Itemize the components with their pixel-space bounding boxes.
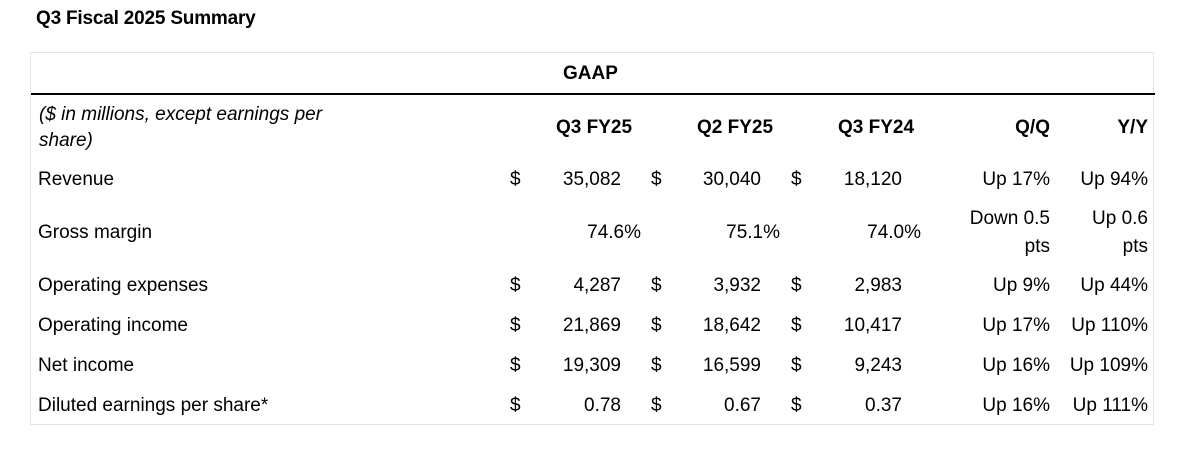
column-header-q3fy24: Q3 FY24 [838,117,915,138]
value-q3fy24: 0.37 [865,395,902,416]
value-q3fy25: 35,082 [562,169,621,190]
currency-symbol: $ [791,355,802,376]
value-q3fy24: 18,120 [843,169,902,190]
row-label: Operating expenses [38,275,209,296]
value-q3fy24: 10,417 [843,315,902,336]
change-yy: Up 94% [1080,169,1148,190]
currency-symbol: $ [651,315,662,336]
value-q2fy25: 3,932 [713,275,761,296]
change-qq-line1: Down 0.5 [969,208,1050,229]
row-label: Gross margin [38,222,153,243]
value-q3fy25: 74.6% [587,222,641,243]
currency-symbol: $ [510,315,521,336]
currency-symbol: $ [791,395,802,416]
value-q3fy24: 9,243 [854,355,902,376]
currency-symbol: $ [791,275,802,296]
change-yy-line1: Up 0.6 [1092,208,1148,229]
column-header-q3fy25: Q3 FY25 [556,117,633,138]
row-label: Revenue [38,169,115,190]
currency-symbol: $ [791,315,802,336]
value-q2fy25: 16,599 [702,355,761,376]
change-qq-line2: pts [1024,236,1050,257]
currency-symbol: $ [510,275,521,296]
value-q3fy25: 21,869 [562,315,621,336]
change-qq: Up 17% [982,169,1050,190]
change-yy-line2: pts [1122,236,1148,257]
change-yy: Up 111% [1072,395,1148,416]
column-header-q2fy25: Q2 FY25 [697,117,774,138]
row-label: Diluted earnings per share* [38,395,269,416]
page-title: Q3 Fiscal 2025 Summary [36,8,256,29]
currency-symbol: $ [510,169,521,190]
row-label: Operating income [38,315,188,336]
change-qq: Up 16% [982,395,1050,416]
column-header-yy: Y/Y [1117,117,1148,138]
currency-symbol: $ [510,395,521,416]
gaap-group-header: GAAP [563,63,618,84]
change-qq: Up 9% [992,275,1050,296]
currency-symbol: $ [791,169,802,190]
value-q3fy25: 4,287 [573,275,621,296]
change-yy: Up 109% [1069,355,1148,376]
value-q2fy25: 30,040 [702,169,761,190]
currency-symbol: $ [651,355,662,376]
change-yy: Up 44% [1080,275,1148,296]
change-qq: Up 16% [982,355,1050,376]
units-note: ($ in millions, except earnings per shar… [39,104,323,151]
currency-symbol: $ [651,395,662,416]
header-divider [31,93,1155,95]
currency-symbol: $ [651,275,662,296]
change-yy: Up 110% [1071,315,1148,336]
value-q2fy25: 75.1% [726,222,780,243]
currency-symbol: $ [510,355,521,376]
value-q3fy25: 19,309 [562,355,621,376]
change-qq: Up 17% [982,315,1050,336]
summary-table-panel [30,52,1154,425]
currency-symbol: $ [651,169,662,190]
value-q3fy25: 0.78 [584,395,621,416]
value-q2fy25: 18,642 [702,315,761,336]
value-q2fy25: 0.67 [724,395,761,416]
row-label: Net income [38,355,135,376]
value-q3fy24: 2,983 [854,275,902,296]
column-header-qq: Q/Q [1015,117,1050,138]
value-q3fy24: 74.0% [867,222,921,243]
